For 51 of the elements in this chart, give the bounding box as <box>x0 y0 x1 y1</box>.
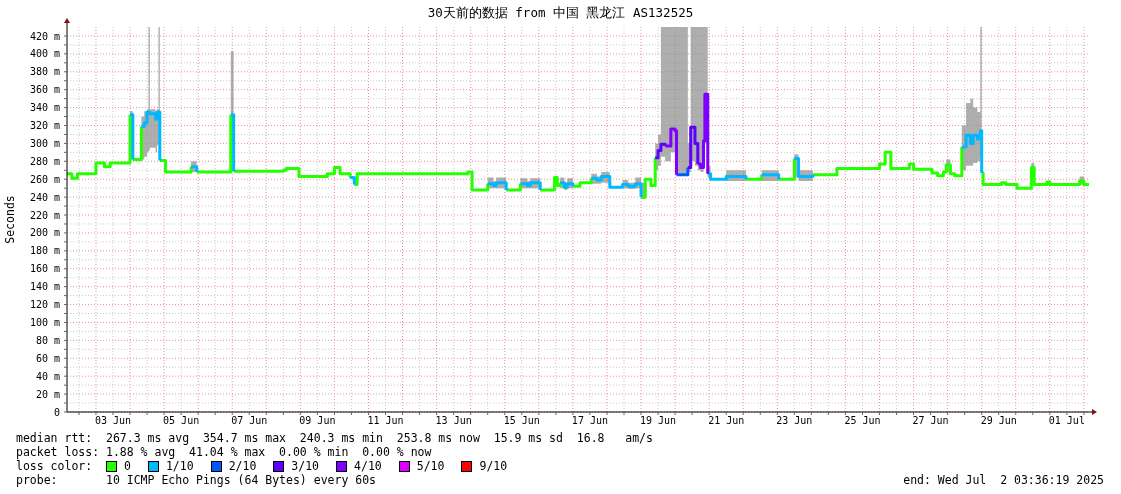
y-tick-label: 260 m <box>29 173 60 185</box>
x-tick-label: 17 Jun <box>571 415 608 427</box>
y-tick-label: 60 m <box>35 352 60 364</box>
y-tick-label: 140 m <box>29 281 60 293</box>
text: end: Wed Jul 2 03:36:19 2025 <box>903 473 1104 487</box>
y-tick-label: 100 m <box>29 317 60 329</box>
legend-label: 4/10 <box>354 459 382 473</box>
x-tick-label: 01 Jul <box>1048 415 1085 427</box>
y-tick-label: 400 m <box>29 48 60 60</box>
x-tick-label: 15 Jun <box>503 415 540 427</box>
y-tick-label: 240 m <box>29 191 60 203</box>
y-tick-label: 120 m <box>29 299 60 311</box>
x-tick-label: 11 Jun <box>367 415 404 427</box>
y-tick-label: 300 m <box>29 137 60 149</box>
x-tick-label: 05 Jun <box>163 415 200 427</box>
y-tick-label: 420 m <box>29 30 60 42</box>
y-tick-label: 380 m <box>29 66 60 78</box>
y-tick-label: 340 m <box>29 102 60 114</box>
chart-title: 30天前的数据 from 中国 黑龙江 AS132525 <box>426 5 695 20</box>
x-tick-label: 09 Jun <box>299 415 336 427</box>
legend-label: 5/10 <box>416 459 445 473</box>
x-tick-label: 03 Jun <box>94 415 132 427</box>
y-tick-label: 0 <box>53 406 60 418</box>
y-tick-label: 360 m <box>29 84 60 96</box>
y-tick-label: 220 m <box>29 209 60 221</box>
y-tick-label: 80 m <box>35 334 60 346</box>
x-tick-label: 13 Jun <box>435 415 472 427</box>
y-tick-label: 280 m <box>29 155 60 167</box>
x-tick-label: 25 Jun <box>844 415 881 427</box>
y-tick-label: 320 m <box>29 120 60 132</box>
x-tick-label: 23 Jun <box>776 415 813 427</box>
text: packet loss: 1.88 % avg 41.04 % max 0.00 % min 0.00 % now <box>16 445 433 459</box>
y-tick-label: 20 m <box>35 388 60 400</box>
legend-label: 1/10 <box>165 459 194 473</box>
x-tick-label: 19 Jun <box>639 415 677 427</box>
y-tick-label: 180 m <box>29 245 60 257</box>
legend-title: loss color: <box>16 459 94 473</box>
legend-label: 9/10 <box>479 459 508 473</box>
x-tick-label: 21 Jun <box>708 415 745 427</box>
text: probe: 10 ICMP Echo Pings (64 Bytes) every 60s <box>16 473 377 487</box>
legend-label: 0 <box>124 459 131 473</box>
legend-label: 2/10 <box>228 459 257 473</box>
x-tick-label: 29 Jun <box>980 415 1017 427</box>
y-axis-title: Seconds <box>3 195 17 244</box>
y-tick-label: 200 m <box>29 227 60 239</box>
x-tick-label: 27 Jun <box>912 415 949 427</box>
y-tick-label: 40 m <box>35 370 60 382</box>
legend-label: 3/10 <box>291 459 320 473</box>
x-tick-label: 07 Jun <box>231 415 268 427</box>
text: median rtt: 267.3 ms avg 354.7 ms max 240.3 ms min 253.8 ms now 15.9 ms sd 16.8 am/s <box>16 431 654 445</box>
y-tick-label: 160 m <box>29 263 60 275</box>
